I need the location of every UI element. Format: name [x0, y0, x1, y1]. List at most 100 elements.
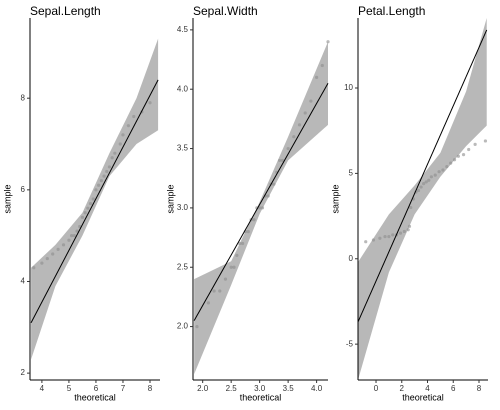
point [80, 215, 85, 219]
point [61, 243, 66, 247]
point [473, 142, 477, 146]
point [246, 230, 250, 234]
y-tick-label: 4 [21, 277, 26, 286]
point [113, 151, 117, 155]
point [75, 229, 79, 233]
x-tick-label: 3.5 [283, 384, 295, 393]
point [102, 174, 106, 178]
x-tick-label: 5 [67, 384, 72, 393]
y-tick-label: 6 [21, 185, 26, 194]
point [235, 253, 239, 257]
point [422, 182, 426, 186]
point [72, 234, 76, 238]
y-tick-label: 4.0 [177, 84, 189, 93]
x-axis-label: theoretical [74, 392, 116, 402]
point [132, 114, 136, 119]
reference-line [193, 83, 329, 321]
x-tick-label: 8 [148, 384, 153, 393]
point [416, 188, 421, 193]
point [88, 201, 93, 206]
point [437, 170, 441, 174]
y-tick-label: 2.0 [177, 322, 189, 331]
y-tick-label: 8 [21, 93, 26, 102]
point [452, 158, 457, 162]
point [86, 206, 90, 210]
point [45, 256, 49, 261]
panel-title: Sepal.Width [193, 4, 258, 18]
y-tick-label: 3.5 [177, 144, 189, 153]
point [206, 301, 210, 305]
point [218, 289, 222, 293]
y-tick-label: 5 [349, 168, 354, 177]
y-tick-label: 4.5 [177, 25, 189, 34]
point [83, 211, 87, 215]
x-tick-label: 0 [374, 384, 379, 393]
point [441, 168, 445, 172]
point [315, 75, 319, 79]
point [402, 229, 406, 234]
point [391, 233, 395, 237]
y-tick-label: 10 [344, 83, 353, 92]
point [32, 266, 36, 270]
point [456, 154, 460, 158]
point [212, 289, 216, 293]
point [427, 178, 431, 182]
point [94, 188, 98, 192]
y-axis-label: sample [330, 184, 340, 213]
point [483, 139, 488, 143]
x-tick-label: 2.0 [197, 384, 209, 393]
point [148, 101, 152, 105]
point [280, 158, 285, 163]
point [266, 194, 270, 198]
y-tick-label: 2.5 [177, 262, 189, 271]
point [121, 133, 125, 137]
point [326, 40, 330, 44]
point [292, 135, 296, 139]
y-tick-label: -5 [346, 339, 354, 348]
point [99, 179, 103, 183]
point [445, 164, 449, 169]
panel-title: Petal.Length [358, 4, 425, 18]
point [240, 241, 245, 246]
x-tick-label: 6 [94, 384, 99, 393]
x-tick-label: 4 [40, 384, 45, 393]
point [467, 147, 471, 152]
point [277, 158, 282, 163]
point [407, 224, 412, 228]
reference-line [30, 79, 159, 323]
point [364, 240, 368, 244]
point [195, 324, 199, 329]
x-tick-label: 4.0 [311, 384, 323, 393]
x-tick-label: 8 [477, 384, 482, 393]
point [383, 234, 387, 239]
point [461, 153, 466, 157]
point [91, 197, 95, 201]
point [303, 111, 307, 115]
point [126, 124, 130, 128]
y-axis-label: sample [165, 184, 175, 213]
point [406, 228, 410, 232]
point [51, 252, 55, 256]
point [449, 161, 453, 165]
point [419, 185, 423, 189]
x-tick-label: 3.0 [254, 384, 266, 393]
point [70, 234, 74, 238]
point [272, 182, 276, 186]
x-tick-label: 7 [121, 384, 126, 393]
point [232, 265, 236, 269]
panel-title: Sepal.Length [30, 4, 101, 18]
x-axis-label: theoretical [402, 392, 444, 402]
point [118, 142, 122, 146]
point [40, 261, 44, 265]
point [433, 173, 437, 177]
point [252, 218, 256, 222]
reference-line [357, 29, 488, 323]
point [424, 180, 428, 184]
x-tick-label: 6 [451, 384, 456, 393]
y-axis-label: sample [2, 184, 12, 213]
point [229, 265, 233, 269]
confidence-band [358, 18, 487, 380]
point [429, 175, 433, 179]
point [398, 231, 403, 235]
